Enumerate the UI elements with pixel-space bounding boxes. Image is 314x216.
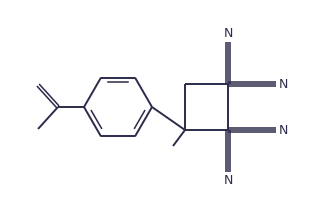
Text: N: N <box>223 174 233 187</box>
Text: N: N <box>223 27 233 40</box>
Text: N: N <box>279 78 288 91</box>
Text: N: N <box>279 124 288 137</box>
